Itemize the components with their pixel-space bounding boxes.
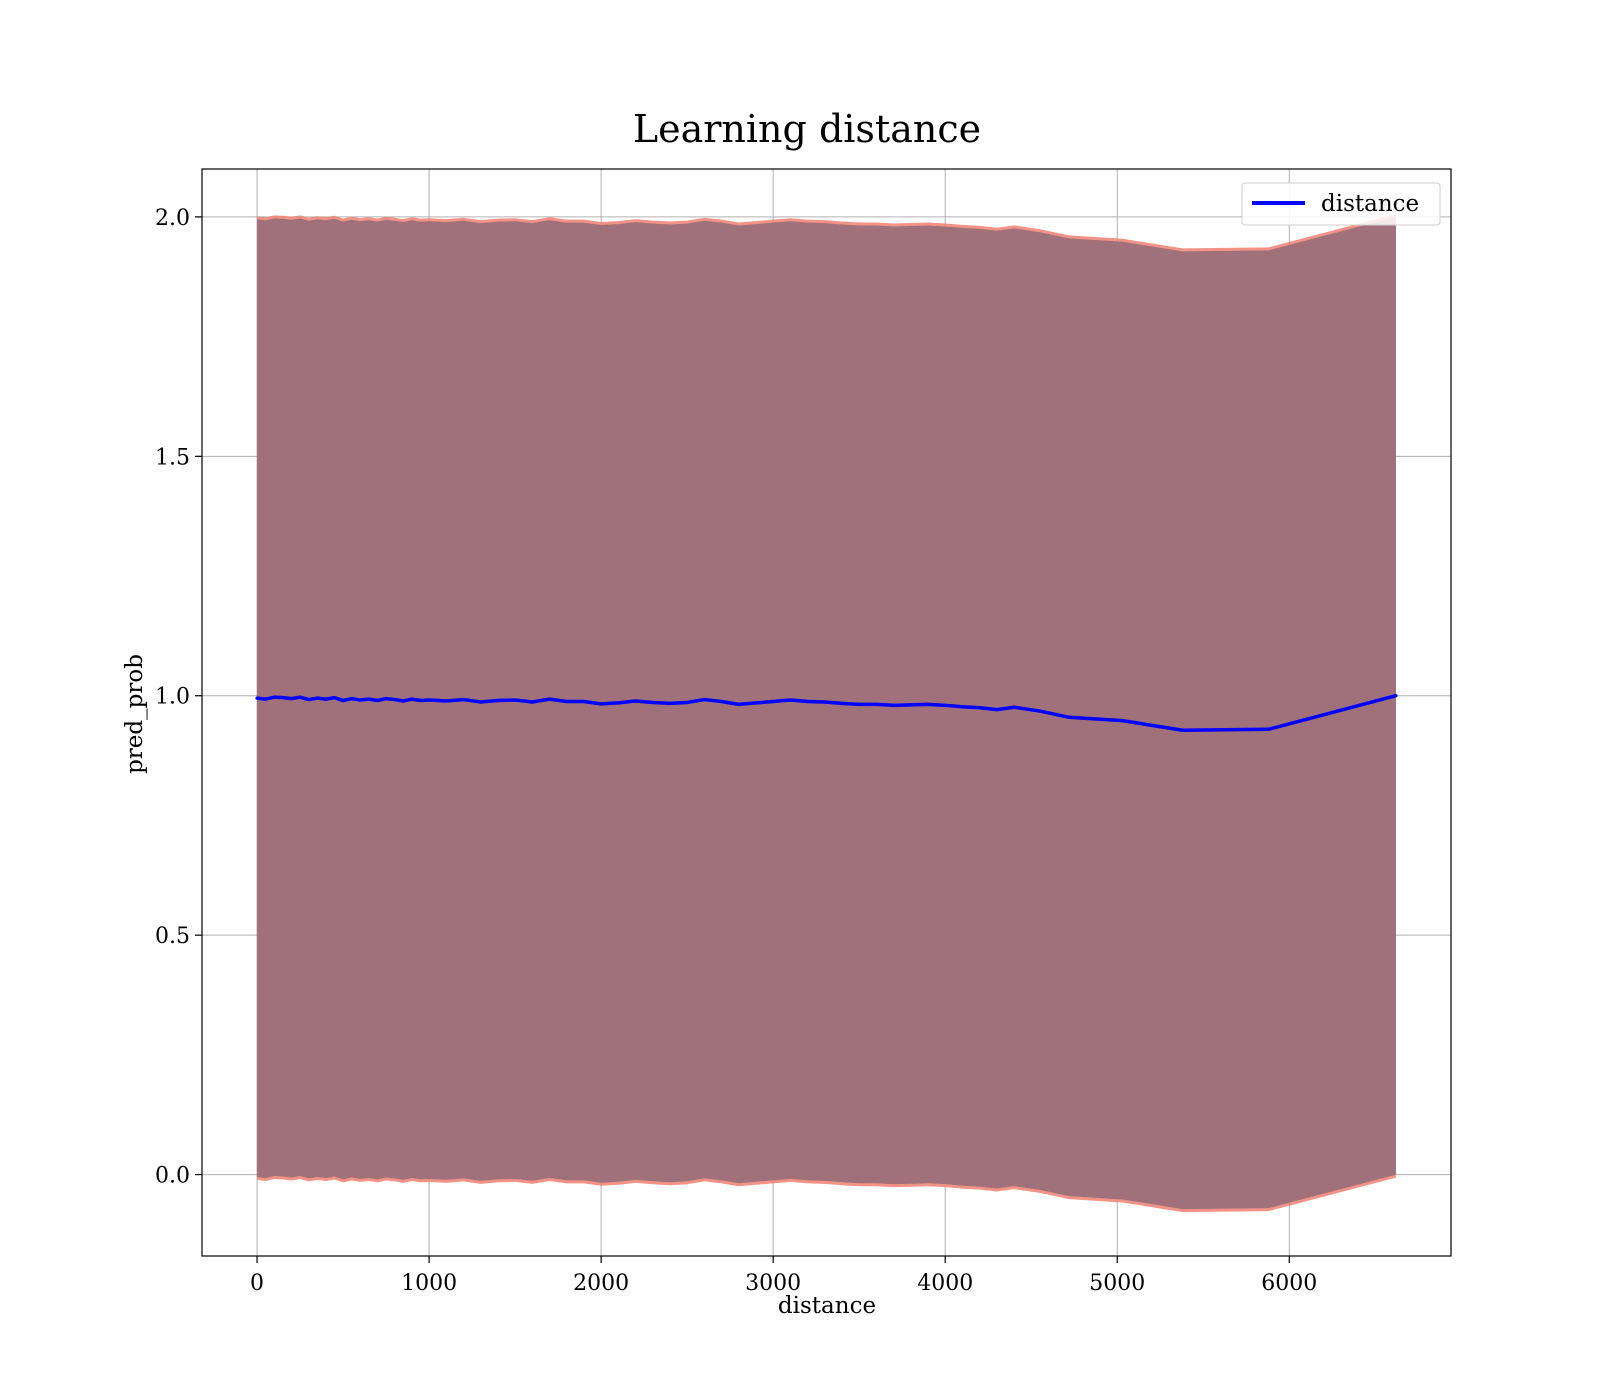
x-tick-label-0: 0 — [250, 1271, 264, 1296]
data-point-22 — [461, 697, 466, 702]
data-point-29 — [582, 699, 586, 704]
data-point-26 — [530, 700, 534, 704]
data-point-17 — [401, 699, 405, 703]
data-point-39 — [754, 701, 758, 705]
data-point-44 — [840, 701, 844, 706]
y-axis-label: pred_prob — [122, 654, 148, 774]
data-point-45 — [857, 702, 861, 706]
data-point-10 — [341, 698, 345, 703]
data-point-40 — [771, 699, 775, 704]
data-point-20 — [427, 698, 431, 702]
data-point-18 — [410, 697, 414, 701]
series-lines — [255, 694, 1398, 732]
data-point-27 — [547, 697, 552, 701]
data-point-50 — [943, 703, 947, 707]
data-point-24 — [496, 698, 500, 703]
y-tick-label-4: 2.0 — [155, 206, 190, 231]
data-point-37 — [719, 699, 724, 704]
data-point-60 — [1394, 694, 1398, 698]
data-point-34 — [668, 701, 672, 706]
data-point-3 — [281, 696, 285, 700]
legend-label: distance — [1321, 191, 1419, 217]
data-point-8 — [324, 697, 328, 701]
x-tick-label-6: 6000 — [1261, 1271, 1317, 1296]
data-point-31 — [616, 701, 620, 705]
data-point-14 — [375, 698, 380, 703]
band-inner-area — [257, 216, 1396, 1210]
data-point-48 — [909, 703, 913, 707]
data-point-16 — [393, 697, 397, 702]
data-point-53 — [995, 708, 999, 712]
data-point-59 — [1267, 727, 1271, 731]
data-point-15 — [384, 697, 388, 701]
data-point-5 — [298, 695, 302, 699]
data-point-23 — [479, 700, 483, 704]
data-point-51 — [960, 705, 965, 709]
data-point-54 — [1012, 705, 1016, 709]
data-point-19 — [418, 698, 423, 703]
data-point-32 — [633, 699, 638, 703]
data-point-12 — [358, 698, 362, 702]
data-point-43 — [823, 700, 827, 704]
data-point-28 — [565, 699, 569, 704]
data-point-30 — [599, 702, 603, 706]
data-point-13 — [367, 697, 371, 701]
data-point-25 — [513, 698, 517, 702]
data-point-38 — [737, 702, 741, 706]
band — [257, 213, 1396, 1213]
data-point-35 — [685, 700, 689, 705]
data-point-42 — [805, 699, 810, 704]
data-point-1 — [264, 697, 268, 701]
data-point-46 — [874, 702, 878, 706]
data-point-4 — [289, 697, 294, 701]
y-tick-label-0: 0.0 — [155, 1164, 190, 1189]
x-tick-label-1: 1000 — [401, 1271, 457, 1296]
data-point-49 — [926, 702, 930, 706]
legend-box — [1241, 182, 1441, 226]
y-tick-label-3: 1.5 — [155, 445, 190, 470]
data-point-9 — [332, 696, 337, 700]
data-point-7 — [315, 696, 319, 700]
y-tick-label-1: 0.5 — [155, 924, 190, 949]
x-tick-label-3: 3000 — [745, 1271, 801, 1296]
chart-title: Learning distance — [633, 107, 981, 151]
data-point-41 — [788, 698, 792, 702]
x-tick-label-2: 2000 — [573, 1271, 629, 1296]
data-point-56 — [1067, 715, 1071, 719]
data-point-11 — [350, 697, 354, 701]
data-point-57 — [1120, 719, 1125, 723]
legend: distance — [1241, 182, 1441, 226]
plot-frame — [201, 168, 1452, 1257]
data-point-52 — [978, 706, 982, 710]
data-point-47 — [891, 703, 896, 707]
x-tick-label-5: 5000 — [1089, 1271, 1145, 1296]
data-point-36 — [702, 697, 706, 702]
data-point-6 — [307, 697, 311, 702]
x-axis-label: distance — [778, 1293, 876, 1319]
data-point-0 — [255, 696, 259, 700]
data-point-33 — [651, 700, 655, 705]
x-ticks: 0 1000 2000 3000 4000 5000 6000 — [250, 1256, 1317, 1296]
data-point-58 — [1181, 728, 1185, 732]
x-tick-label-4: 4000 — [917, 1271, 973, 1296]
y-tick-label-2: 1.0 — [155, 685, 190, 710]
data-point-21 — [444, 699, 448, 703]
y-ticks: 0.0 0.5 1.0 1.5 2.0 — [155, 206, 202, 1189]
data-point-55 — [1038, 709, 1042, 713]
data-point-2 — [272, 695, 276, 699]
